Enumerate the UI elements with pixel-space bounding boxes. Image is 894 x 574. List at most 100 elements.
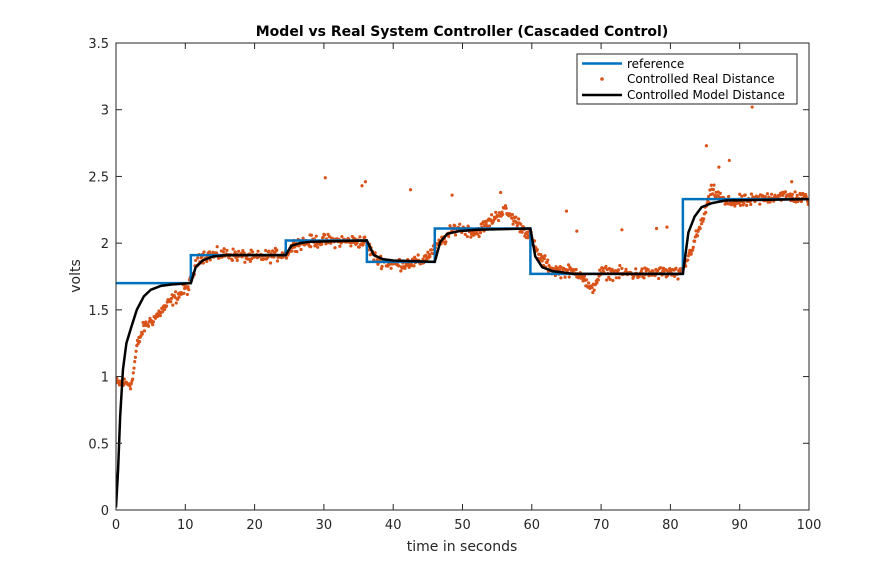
- x-tick-label: 100: [797, 518, 822, 533]
- real-outlier-point: [323, 176, 327, 180]
- real-outlier-point: [564, 209, 569, 213]
- real-point: [162, 308, 167, 312]
- y-tick-label: 2.5: [88, 170, 109, 185]
- real-point: [140, 332, 144, 336]
- real-point: [326, 232, 330, 236]
- real-point: [221, 250, 226, 254]
- real-point: [494, 210, 498, 214]
- real-point: [444, 240, 448, 244]
- real-point: [399, 269, 403, 273]
- real-point: [546, 258, 550, 262]
- real-point: [587, 281, 591, 285]
- real-point: [487, 224, 492, 228]
- real-point: [322, 233, 327, 237]
- real-point: [151, 320, 156, 324]
- real-point: [478, 231, 483, 235]
- real-point: [429, 248, 433, 252]
- real-point: [428, 254, 432, 259]
- real-point: [133, 360, 137, 364]
- real-point: [742, 201, 746, 205]
- real-point: [349, 244, 353, 248]
- legend: reference Controlled Real Distance Contr…: [576, 53, 798, 105]
- real-point: [618, 263, 622, 268]
- real-outlier-point: [727, 158, 731, 163]
- real-point: [490, 213, 494, 217]
- x-tick-label: 20: [246, 518, 263, 533]
- real-point: [605, 278, 609, 282]
- real-point: [275, 248, 279, 252]
- real-outlier-point: [654, 226, 659, 231]
- real-point: [202, 250, 206, 254]
- real-point: [160, 310, 165, 314]
- real-point: [458, 222, 462, 226]
- real-point: [634, 267, 638, 271]
- x-tick-label: 10: [177, 518, 194, 533]
- real-point: [799, 199, 803, 204]
- series-model-line: [116, 197, 809, 508]
- real-point: [795, 193, 799, 197]
- x-axis-label: time in seconds: [407, 539, 518, 555]
- real-point: [309, 233, 314, 237]
- real-point: [302, 243, 307, 247]
- real-outlier-point: [575, 229, 579, 233]
- x-tick-label: 90: [731, 518, 748, 533]
- real-point: [584, 278, 589, 282]
- real-point: [264, 248, 268, 253]
- real-point: [316, 245, 320, 249]
- real-point: [540, 259, 544, 263]
- real-point: [357, 245, 361, 249]
- real-point: [275, 259, 280, 263]
- real-point: [358, 235, 362, 239]
- real-point: [231, 247, 235, 251]
- real-point: [248, 259, 253, 263]
- real-point: [131, 377, 135, 381]
- x-tick-label: 30: [316, 518, 333, 533]
- real-point: [646, 268, 650, 272]
- real-point: [756, 195, 761, 199]
- x-tick-label: 80: [662, 518, 679, 533]
- real-point: [806, 202, 809, 206]
- real-point: [340, 234, 344, 239]
- real-point: [338, 244, 342, 248]
- real-point: [519, 222, 523, 226]
- x-tick-label: 50: [454, 518, 471, 533]
- real-outlier-point: [360, 184, 364, 188]
- real-point: [158, 314, 162, 318]
- series-layer: [116, 105, 809, 508]
- real-point: [314, 234, 318, 238]
- real-point: [182, 291, 186, 295]
- real-point: [642, 276, 646, 280]
- real-outlier-point: [704, 144, 709, 148]
- real-point: [132, 366, 136, 370]
- real-point: [749, 202, 753, 207]
- real-point: [624, 267, 628, 271]
- chart-title: Model vs Real System Controller (Cascade…: [256, 24, 669, 40]
- real-point: [535, 248, 539, 252]
- real-point: [403, 266, 407, 270]
- real-point: [704, 210, 708, 214]
- real-point: [235, 258, 239, 262]
- real-point: [241, 248, 245, 253]
- legend-label-model: Controlled Model Distance: [627, 88, 785, 102]
- real-point: [672, 274, 677, 278]
- real-point: [604, 264, 608, 269]
- x-tick-label: 0: [112, 518, 120, 533]
- real-point: [134, 349, 138, 353]
- real-point: [128, 384, 132, 388]
- real-point: [469, 235, 473, 239]
- real-point: [131, 371, 135, 375]
- real-point: [237, 249, 241, 253]
- real-point: [567, 275, 571, 279]
- real-point: [686, 254, 691, 258]
- real-outlier-point: [790, 180, 794, 184]
- real-outlier-point: [665, 225, 669, 229]
- real-point: [614, 276, 618, 280]
- real-point: [476, 232, 480, 236]
- real-point: [299, 247, 303, 252]
- real-point: [592, 288, 596, 292]
- real-point: [380, 264, 384, 268]
- real-point: [137, 339, 142, 344]
- real-point: [611, 278, 615, 283]
- real-point: [765, 192, 770, 196]
- real-point: [230, 258, 235, 263]
